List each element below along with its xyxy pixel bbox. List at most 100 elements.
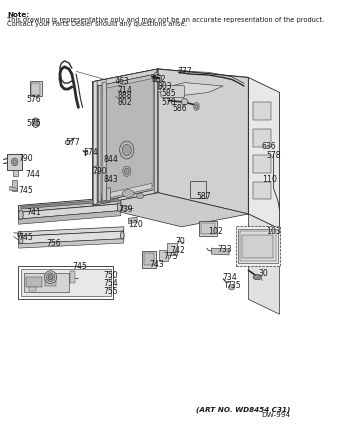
Polygon shape xyxy=(100,78,153,199)
Text: Note:: Note: xyxy=(7,12,29,18)
Ellipse shape xyxy=(13,160,16,164)
Bar xyxy=(253,181,271,199)
Bar xyxy=(159,250,168,261)
Bar xyxy=(44,278,56,285)
Bar xyxy=(12,180,17,190)
Polygon shape xyxy=(19,239,124,248)
Text: 577: 577 xyxy=(65,138,80,147)
Polygon shape xyxy=(93,82,98,205)
Bar xyxy=(199,221,217,236)
Bar xyxy=(253,155,271,173)
Polygon shape xyxy=(211,248,229,255)
Text: 745: 745 xyxy=(19,186,33,195)
Polygon shape xyxy=(18,231,21,236)
Bar xyxy=(242,235,273,259)
Text: 70: 70 xyxy=(176,237,186,246)
Text: 802: 802 xyxy=(118,98,133,107)
Bar xyxy=(26,277,42,287)
Ellipse shape xyxy=(32,118,39,128)
Text: 742: 742 xyxy=(170,246,185,255)
Ellipse shape xyxy=(122,145,131,155)
Polygon shape xyxy=(9,186,17,190)
Bar xyxy=(144,253,154,265)
Ellipse shape xyxy=(34,120,38,126)
Polygon shape xyxy=(93,69,158,205)
Ellipse shape xyxy=(65,140,70,145)
Bar xyxy=(70,271,76,283)
Text: 575: 575 xyxy=(26,119,41,128)
Bar xyxy=(253,129,271,147)
Text: 587: 587 xyxy=(196,192,211,201)
Text: 30: 30 xyxy=(258,269,268,278)
Polygon shape xyxy=(93,69,248,90)
Bar xyxy=(167,243,177,255)
Text: 844: 844 xyxy=(103,155,118,164)
Polygon shape xyxy=(19,197,121,212)
Text: 843: 843 xyxy=(103,175,118,184)
Bar xyxy=(253,102,271,120)
Polygon shape xyxy=(19,227,124,236)
Ellipse shape xyxy=(48,275,53,280)
Polygon shape xyxy=(99,85,101,202)
Text: 714: 714 xyxy=(118,86,133,95)
Text: 110: 110 xyxy=(262,175,277,184)
Polygon shape xyxy=(93,166,98,173)
Ellipse shape xyxy=(120,232,124,239)
Polygon shape xyxy=(19,231,124,244)
Text: 120: 120 xyxy=(128,220,143,229)
Polygon shape xyxy=(24,273,69,292)
Bar xyxy=(238,229,278,264)
Polygon shape xyxy=(102,82,106,201)
Bar xyxy=(31,83,40,95)
Polygon shape xyxy=(102,183,152,199)
Ellipse shape xyxy=(122,190,134,197)
Ellipse shape xyxy=(229,285,235,290)
Polygon shape xyxy=(13,170,18,175)
Polygon shape xyxy=(19,204,121,219)
Polygon shape xyxy=(21,199,119,209)
Text: 578: 578 xyxy=(266,151,281,160)
Polygon shape xyxy=(19,266,113,299)
Text: 585: 585 xyxy=(161,89,175,98)
Text: 803: 803 xyxy=(158,81,173,90)
Polygon shape xyxy=(248,77,280,229)
Text: 102: 102 xyxy=(208,227,223,236)
Bar xyxy=(190,181,206,198)
Text: 745: 745 xyxy=(72,262,87,271)
FancyBboxPatch shape xyxy=(161,86,184,98)
Text: 775: 775 xyxy=(163,252,178,261)
Text: 743: 743 xyxy=(149,260,164,269)
Text: 755: 755 xyxy=(103,287,118,296)
Text: 790: 790 xyxy=(93,167,107,176)
Text: 888: 888 xyxy=(118,91,133,100)
Ellipse shape xyxy=(154,74,162,82)
Ellipse shape xyxy=(35,121,37,125)
Bar xyxy=(142,251,156,268)
Polygon shape xyxy=(19,211,121,224)
Polygon shape xyxy=(128,217,137,223)
Polygon shape xyxy=(106,187,111,201)
Bar xyxy=(30,81,42,96)
Text: 744: 744 xyxy=(25,170,40,179)
Text: 636: 636 xyxy=(262,142,276,151)
Text: 750: 750 xyxy=(103,271,118,280)
Bar xyxy=(201,223,215,235)
Polygon shape xyxy=(21,270,111,296)
Ellipse shape xyxy=(47,273,55,281)
Text: This drawing is representative only and may not be an accurate representation of: This drawing is representative only and … xyxy=(7,17,324,23)
Polygon shape xyxy=(93,81,97,205)
Text: 745: 745 xyxy=(19,232,33,241)
Text: 733: 733 xyxy=(217,245,232,254)
Ellipse shape xyxy=(194,103,199,110)
Text: 790: 790 xyxy=(19,154,33,163)
Ellipse shape xyxy=(44,271,57,283)
Text: (ART NO. WD8454 C31): (ART NO. WD8454 C31) xyxy=(196,406,290,413)
Text: 103: 103 xyxy=(266,226,281,235)
Polygon shape xyxy=(98,74,155,202)
Ellipse shape xyxy=(19,210,23,220)
Polygon shape xyxy=(93,193,248,227)
Polygon shape xyxy=(155,83,223,97)
Bar xyxy=(240,231,276,261)
Ellipse shape xyxy=(181,98,188,105)
Ellipse shape xyxy=(122,166,131,176)
